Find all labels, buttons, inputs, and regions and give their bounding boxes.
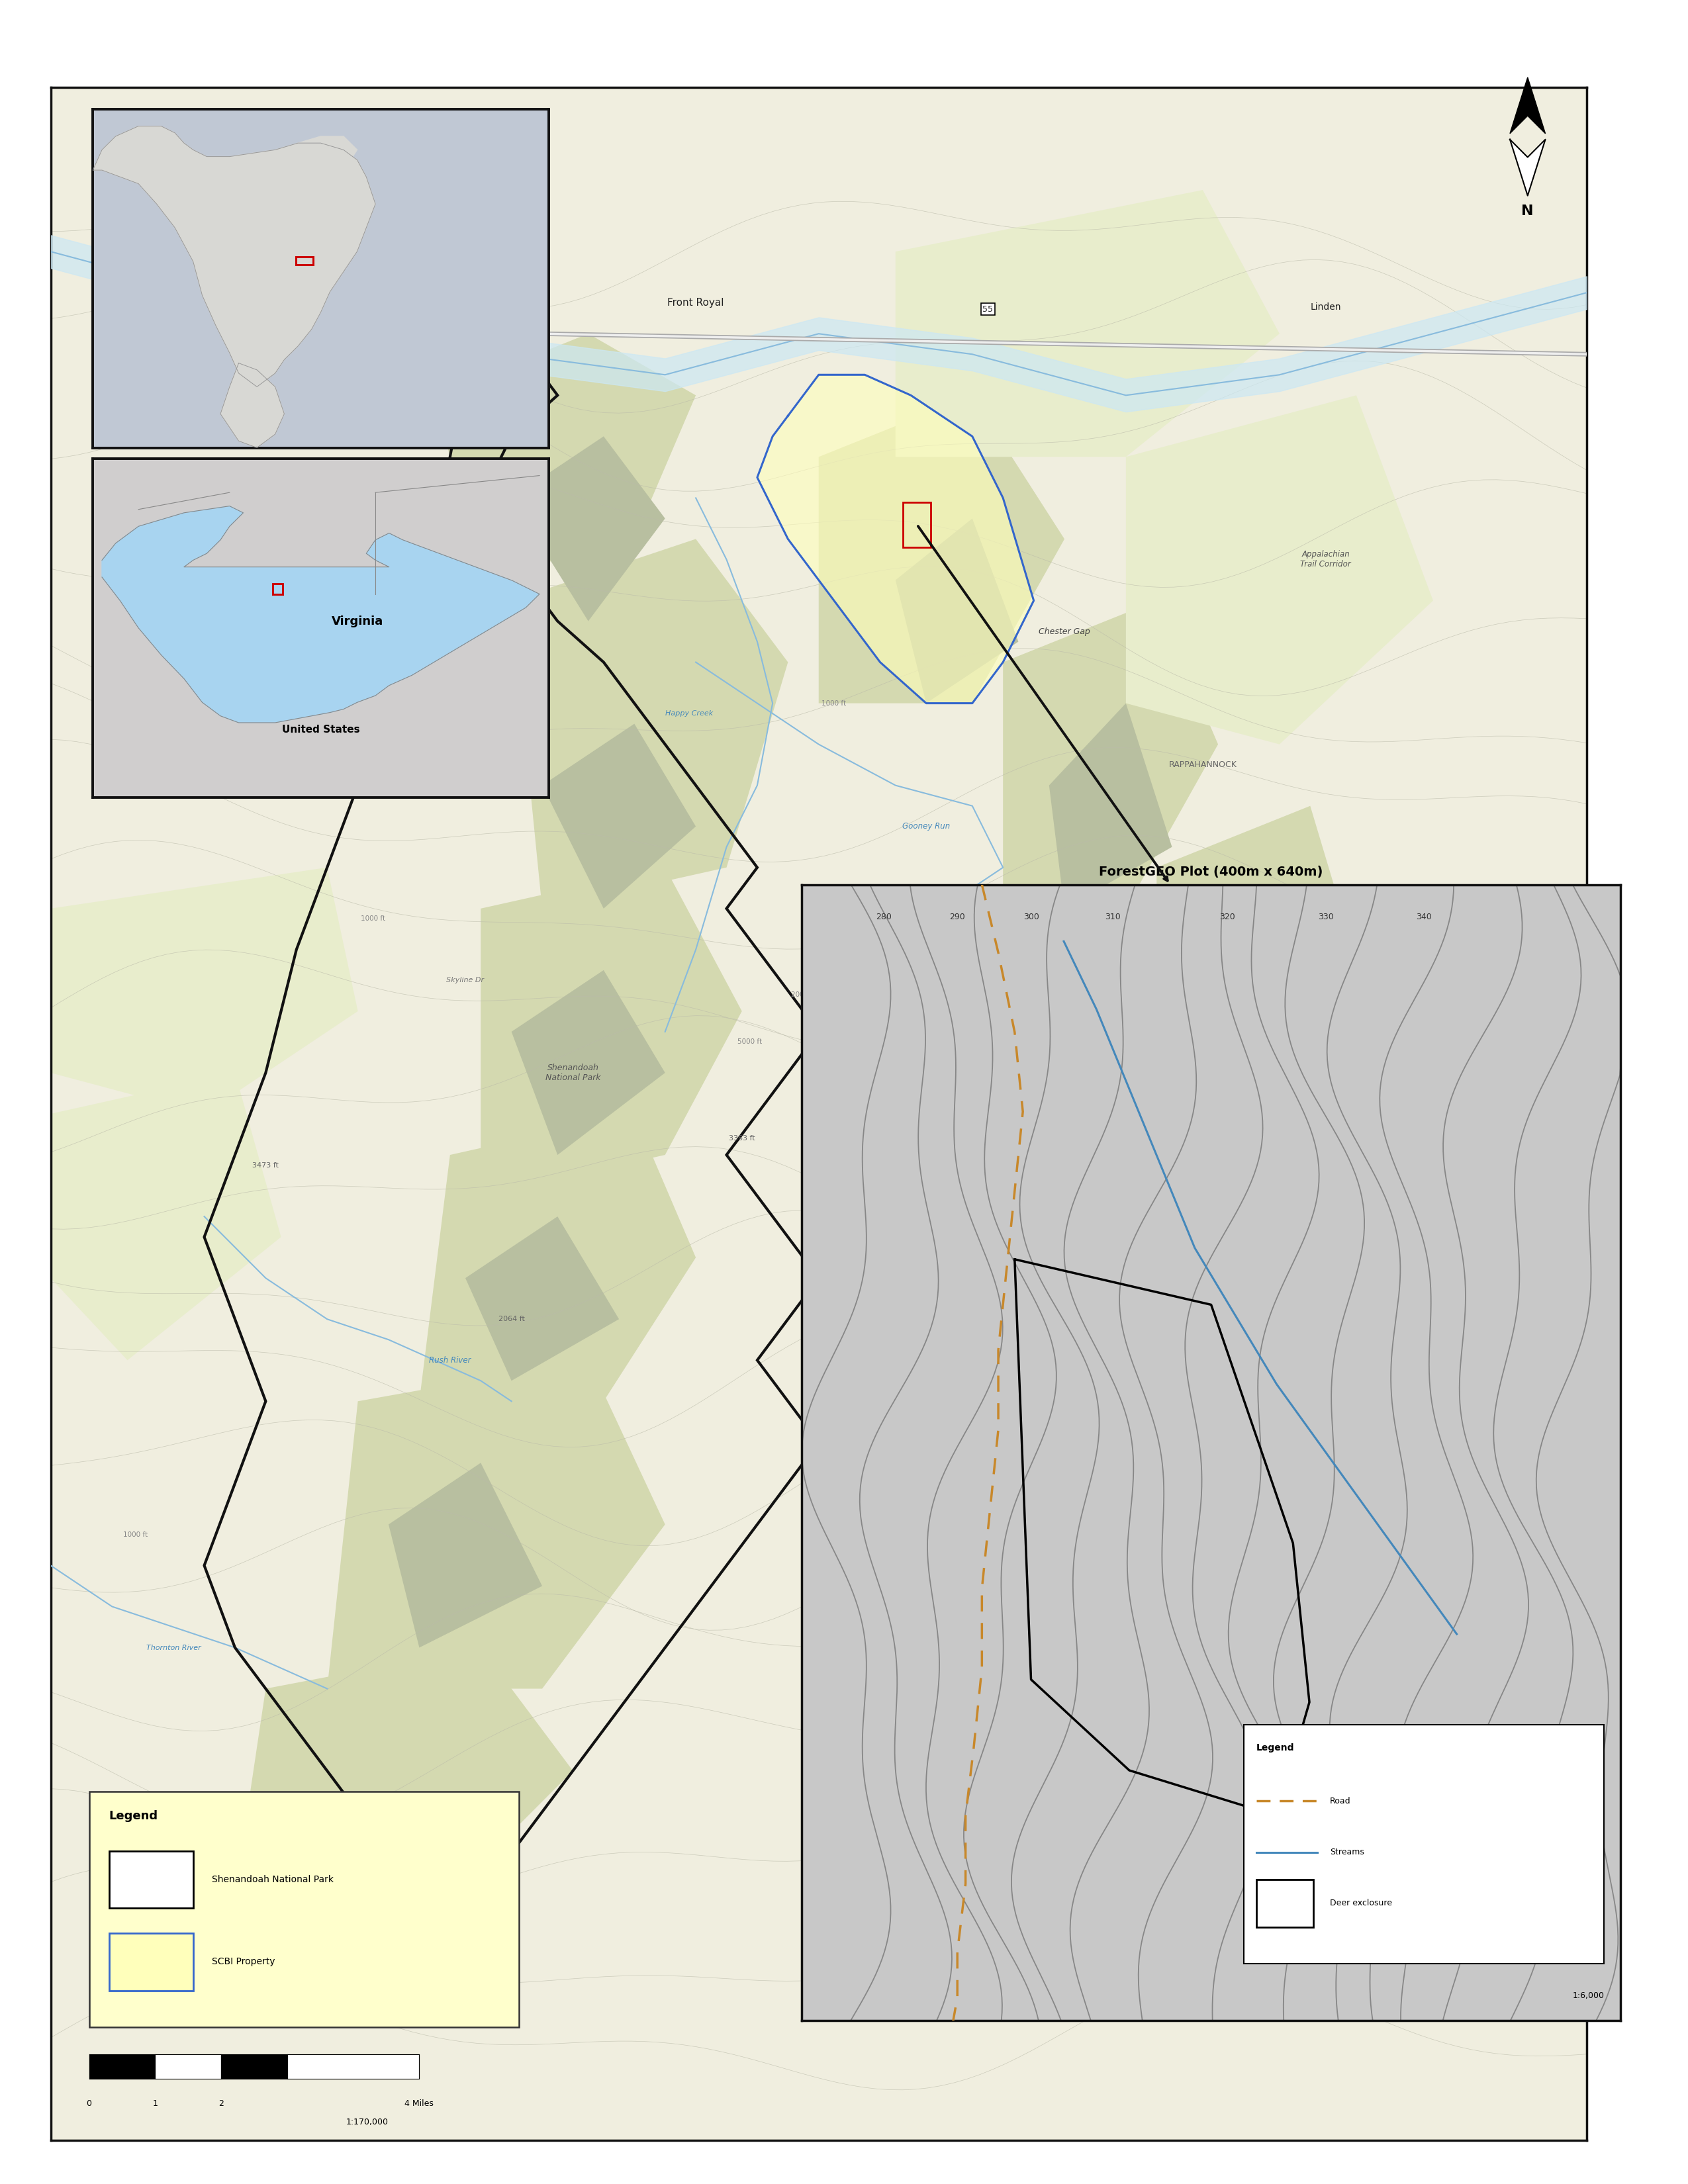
Text: Huntly: Huntly bbox=[1295, 904, 1325, 913]
Bar bbox=[89, 2055, 155, 2079]
Polygon shape bbox=[1509, 76, 1546, 133]
Text: 1:6,000: 1:6,000 bbox=[1572, 1992, 1604, 2001]
Text: 1000 ft: 1000 ft bbox=[1237, 915, 1261, 922]
Text: 3363 ft: 3363 ft bbox=[729, 1136, 755, 1142]
Text: Gooney Run: Gooney Run bbox=[903, 821, 950, 830]
Text: N: N bbox=[1521, 205, 1534, 218]
Text: Deer exclosure: Deer exclosure bbox=[1330, 1898, 1393, 1907]
Text: 310: 310 bbox=[1106, 913, 1121, 922]
Polygon shape bbox=[235, 1647, 572, 1894]
Text: Thornton River: Thornton River bbox=[147, 1645, 201, 1651]
Polygon shape bbox=[895, 518, 1018, 703]
Text: 1:170,000: 1:170,000 bbox=[346, 2118, 388, 2127]
Polygon shape bbox=[419, 1114, 695, 1402]
Bar bbox=[1256, 1880, 1313, 1926]
Text: Happy Creek: Happy Creek bbox=[665, 710, 712, 716]
Bar bbox=[221, 2055, 287, 2079]
Polygon shape bbox=[758, 376, 1033, 703]
Polygon shape bbox=[1003, 601, 1219, 909]
Text: 290: 290 bbox=[949, 913, 966, 922]
Polygon shape bbox=[511, 970, 665, 1155]
Polygon shape bbox=[481, 867, 743, 1197]
Text: PAGE VALLEY: PAGE VALLEY bbox=[219, 719, 280, 729]
Polygon shape bbox=[1509, 140, 1546, 197]
Polygon shape bbox=[436, 334, 695, 581]
Text: United States: United States bbox=[282, 725, 360, 734]
Bar bbox=[287, 2055, 419, 2079]
Text: 1000 ft: 1000 ft bbox=[361, 915, 385, 922]
Text: Shenandoah
National Park: Shenandoah National Park bbox=[545, 1064, 601, 1081]
Text: 55: 55 bbox=[982, 306, 993, 312]
Text: 2000 ft: 2000 ft bbox=[792, 992, 815, 998]
Bar bbox=[903, 502, 930, 548]
Polygon shape bbox=[819, 395, 1065, 703]
Bar bbox=[273, 583, 284, 594]
Text: 320: 320 bbox=[1220, 913, 1236, 922]
Polygon shape bbox=[221, 363, 284, 448]
Text: 330: 330 bbox=[1318, 913, 1334, 922]
Text: 2064 ft: 2064 ft bbox=[498, 1315, 525, 1324]
Text: Rush River: Rush River bbox=[429, 1356, 471, 1365]
Text: 0: 0 bbox=[86, 2099, 91, 2108]
Text: Front Royal: Front Royal bbox=[667, 297, 724, 308]
Text: 1: 1 bbox=[152, 2099, 157, 2108]
Text: 2: 2 bbox=[218, 2099, 225, 2108]
Text: Virginia: Virginia bbox=[331, 616, 383, 627]
Polygon shape bbox=[93, 127, 375, 387]
FancyBboxPatch shape bbox=[89, 1791, 520, 2027]
Text: Road: Road bbox=[1330, 1797, 1350, 1806]
Text: RAPPAHANNOCK: RAPPAHANNOCK bbox=[1168, 760, 1237, 769]
Text: Chester Gap: Chester Gap bbox=[1038, 627, 1090, 636]
Polygon shape bbox=[542, 723, 695, 909]
Polygon shape bbox=[101, 507, 540, 723]
Text: 4 Miles: 4 Miles bbox=[405, 2099, 434, 2108]
Text: 5000 ft: 5000 ft bbox=[738, 1040, 761, 1046]
Polygon shape bbox=[1126, 395, 1433, 745]
Polygon shape bbox=[51, 867, 358, 1114]
Text: Legend: Legend bbox=[110, 1811, 159, 1821]
Bar bbox=[110, 1933, 194, 1990]
Polygon shape bbox=[1156, 806, 1372, 1155]
Text: 300: 300 bbox=[1023, 913, 1038, 922]
Polygon shape bbox=[297, 135, 358, 170]
Polygon shape bbox=[895, 190, 1280, 456]
Bar bbox=[110, 1850, 194, 1909]
Bar bbox=[295, 258, 312, 264]
Text: SCBI Property: SCBI Property bbox=[213, 1957, 275, 1966]
Text: Legend: Legend bbox=[1256, 1743, 1295, 1752]
Text: Skyline Dr: Skyline Dr bbox=[446, 976, 484, 983]
Polygon shape bbox=[327, 1361, 665, 1688]
Bar bbox=[155, 2055, 221, 2079]
Polygon shape bbox=[388, 1463, 542, 1647]
Text: 1000 ft: 1000 ft bbox=[123, 1531, 147, 1538]
Polygon shape bbox=[511, 437, 665, 620]
Polygon shape bbox=[511, 539, 788, 909]
Text: Linden: Linden bbox=[1310, 301, 1340, 312]
Text: 280: 280 bbox=[876, 913, 891, 922]
Polygon shape bbox=[1048, 703, 1171, 909]
Polygon shape bbox=[466, 1216, 619, 1380]
FancyBboxPatch shape bbox=[1244, 1725, 1604, 1963]
Polygon shape bbox=[51, 1072, 280, 1361]
Text: Shenandoah National Park: Shenandoah National Park bbox=[213, 1874, 334, 1885]
Polygon shape bbox=[1202, 909, 1325, 1133]
Text: 1000 ft: 1000 ft bbox=[822, 699, 846, 708]
Title: ForestGEO Plot (400m x 640m): ForestGEO Plot (400m x 640m) bbox=[1099, 865, 1323, 878]
Text: 3473 ft: 3473 ft bbox=[253, 1162, 279, 1168]
Text: Streams: Streams bbox=[1330, 1848, 1364, 1856]
Text: 340: 340 bbox=[1416, 913, 1431, 922]
Text: Appalachian
Trail Corridor: Appalachian Trail Corridor bbox=[1300, 550, 1350, 568]
Text: WARREN: WARREN bbox=[800, 915, 837, 924]
